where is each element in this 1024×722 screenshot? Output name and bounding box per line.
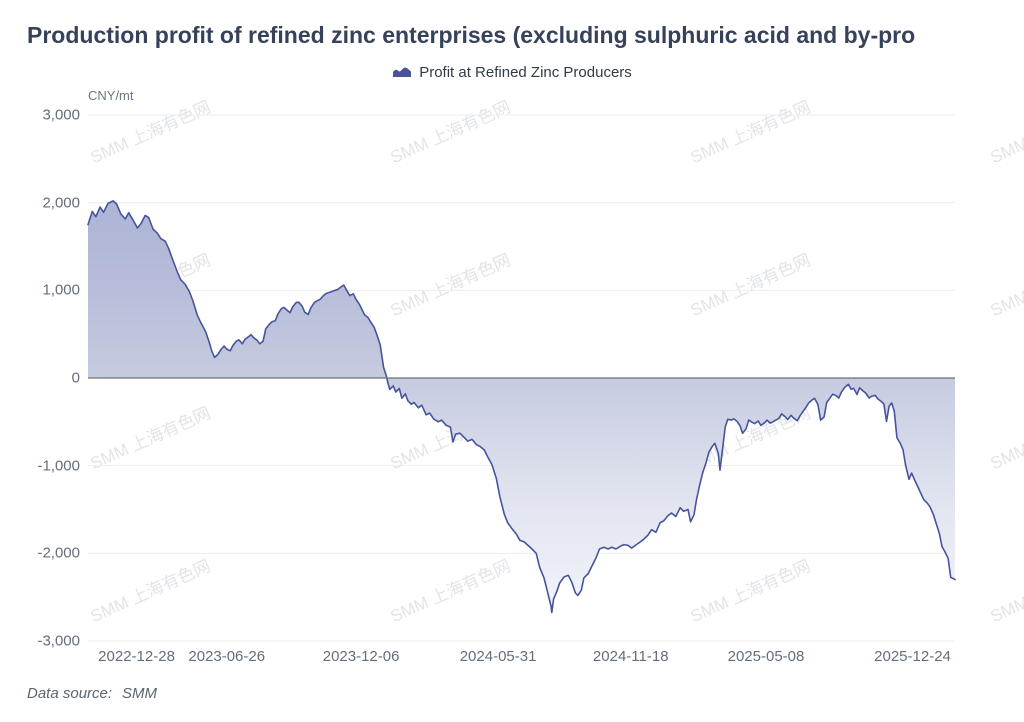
legend-label: Profit at Refined Zinc Producers	[419, 63, 632, 81]
y-tick-label: -2,000	[37, 544, 80, 562]
x-tick-label: 2024-05-31	[459, 648, 537, 665]
y-tick-label: -1,000	[37, 457, 80, 475]
data-source-label: Data source:	[27, 685, 113, 702]
x-tick-label: 2023-12-06	[322, 648, 400, 665]
y-tick-label: -3,000	[37, 632, 80, 650]
y-tick-label: 1,000	[42, 281, 80, 299]
y-axis-unit: CNY/mt	[88, 88, 134, 103]
area-series-icon	[393, 67, 412, 77]
x-tick-label: 2022-12-28	[98, 648, 175, 665]
y-tick-label: 3,000	[42, 106, 80, 124]
x-tick-label: 2024-11-18	[592, 648, 669, 665]
y-tick-label: 0	[71, 369, 80, 387]
profit-line	[87, 200, 956, 614]
data-source: Data source: SMM	[27, 685, 157, 702]
y-tick-label: 2,000	[42, 194, 80, 212]
x-tick-label: 2025-12-24	[874, 648, 951, 665]
profit-area-fill	[88, 200, 955, 613]
chart-title: Production profit of refined zinc enterp…	[27, 22, 916, 48]
x-tick-label: 2023-06-26	[188, 648, 266, 665]
data-source-value: SMM	[122, 685, 158, 702]
legend[interactable]: Profit at Refined Zinc Producers	[0, 61, 1024, 83]
x-tick-label: 2025-05-08	[727, 648, 805, 665]
